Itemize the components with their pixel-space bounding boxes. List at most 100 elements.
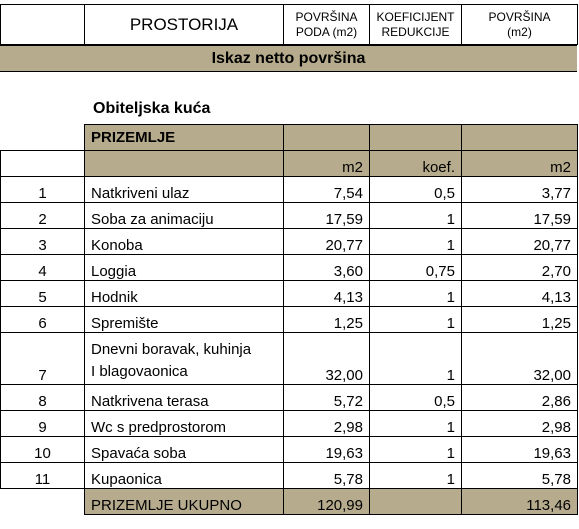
total-coef-cell — [369, 488, 462, 515]
row-name: Loggia — [84, 254, 284, 281]
row-reduced: 19,63 — [461, 436, 578, 463]
header-povrsina-poda-line2: PODA (m2) — [295, 24, 358, 39]
table-row: 3 Konoba 20,77 1 20,77 — [0, 228, 578, 255]
unit-reduced: m2 — [461, 150, 578, 177]
row-area: 20,77 — [283, 228, 370, 255]
table-row: 7 Dnevni boravak, kuhinja I blagovaonica… — [0, 332, 578, 385]
row-name: Kupaonica — [84, 462, 284, 489]
row-name: Soba za animaciju — [84, 202, 284, 229]
header-blank-cell — [0, 4, 85, 45]
row-coef: 0,75 — [369, 254, 462, 281]
row-reduced: 2,70 — [461, 254, 578, 281]
row-reduced: 2,86 — [461, 384, 578, 411]
table-row: 2 Soba za animaciju 17,59 1 17,59 — [0, 202, 578, 229]
row-name: Dnevni boravak, kuhinja I blagovaonica — [84, 332, 284, 385]
row-name-line2: I blagovaonica — [91, 363, 188, 380]
row-index: 7 — [0, 332, 85, 385]
row-coef: 1 — [369, 332, 462, 385]
header-table: PROSTORIJA POVRŠINA PODA (m2) KOEFICIJEN… — [0, 4, 578, 45]
group-label: PRIZEMLJE — [84, 124, 284, 151]
table-row: 1 Natkriveni ulaz 7,54 0,5 3,77 — [0, 176, 578, 203]
group-blank-cell — [0, 124, 85, 151]
table-row: 8 Natkrivena terasa 5,72 0,5 2,86 — [0, 384, 578, 411]
group-fill-cell — [283, 124, 370, 151]
table-row: 5 Hodnik 4,13 1 4,13 — [0, 280, 578, 307]
row-coef: 1 — [369, 202, 462, 229]
row-reduced: 1,25 — [461, 306, 578, 333]
table-row: 9 Wc s predprostorom 2,98 1 2,98 — [0, 410, 578, 437]
table-row: 4 Loggia 3,60 0,75 2,70 — [0, 254, 578, 281]
row-area: 5,78 — [283, 462, 370, 489]
row-area: 7,54 — [283, 176, 370, 203]
total-row: PRIZEMLJE UKUPNO 120,99 113,46 — [0, 488, 578, 515]
row-area: 3,60 — [283, 254, 370, 281]
row-area: 19,63 — [283, 436, 370, 463]
row-index: 6 — [0, 306, 85, 333]
row-area: 17,59 — [283, 202, 370, 229]
header-koeficijent-line2: REDUKCIJE — [381, 24, 450, 39]
row-coef: 1 — [369, 436, 462, 463]
unit-area: m2 — [283, 150, 370, 177]
row-coef: 1 — [369, 410, 462, 437]
area-table: PRIZEMLJE m2 koef. m2 1 Natkriveni ulaz … — [0, 124, 578, 515]
table-row: 6 Spremište 1,25 1 1,25 — [0, 306, 578, 333]
row-coef: 1 — [369, 280, 462, 307]
row-index: 5 — [0, 280, 85, 307]
row-coef: 0,5 — [369, 176, 462, 203]
row-reduced: 32,00 — [461, 332, 578, 385]
row-index: 4 — [0, 254, 85, 281]
header-povrsina-line1: POVRŠINA — [488, 9, 551, 24]
group-row: PRIZEMLJE — [0, 124, 578, 151]
row-area: 4,13 — [283, 280, 370, 307]
row-area: 2,98 — [283, 410, 370, 437]
header-povrsina: POVRŠINA (m2) — [461, 4, 578, 45]
row-index: 9 — [0, 410, 85, 437]
row-coef: 0,5 — [369, 384, 462, 411]
total-reduced: 113,46 — [461, 488, 578, 515]
row-index: 10 — [0, 436, 85, 463]
row-index: 1 — [0, 176, 85, 203]
row-name-line1: Dnevni boravak, kuhinja — [91, 341, 252, 358]
unit-row: m2 koef. m2 — [0, 150, 578, 177]
row-coef: 1 — [369, 306, 462, 333]
row-reduced: 17,59 — [461, 202, 578, 229]
header-povrsina-poda: POVRŠINA PODA (m2) — [283, 4, 370, 45]
table-row: 11 Kupaonica 5,78 1 5,78 — [0, 462, 578, 489]
row-coef: 1 — [369, 462, 462, 489]
band-title: Iskaz netto površina — [0, 45, 577, 72]
row-name: Hodnik — [84, 280, 284, 307]
total-area: 120,99 — [283, 488, 370, 515]
total-blank-cell — [0, 488, 85, 515]
unit-coef: koef. — [369, 150, 462, 177]
unit-name-cell — [84, 150, 284, 177]
row-index: 3 — [0, 228, 85, 255]
row-index: 8 — [0, 384, 85, 411]
header-koeficijent-line1: KOEFICIJENT — [376, 9, 455, 24]
row-name: Konoba — [84, 228, 284, 255]
header-povrsina-poda-line1: POVRŠINA — [295, 9, 358, 24]
row-name: Spremište — [84, 306, 284, 333]
row-reduced: 20,77 — [461, 228, 578, 255]
header-prostorija: PROSTORIJA — [84, 4, 284, 45]
row-reduced: 4,13 — [461, 280, 578, 307]
row-index: 2 — [0, 202, 85, 229]
row-name: Natkriveni ulaz — [84, 176, 284, 203]
header-povrsina-line2: (m2) — [507, 24, 532, 39]
row-reduced: 5,78 — [461, 462, 578, 489]
row-coef: 1 — [369, 228, 462, 255]
row-index: 11 — [0, 462, 85, 489]
table-row: 10 Spavaća soba 19,63 1 19,63 — [0, 436, 578, 463]
unit-blank-cell — [0, 150, 85, 177]
row-area: 5,72 — [283, 384, 370, 411]
row-area: 32,00 — [283, 332, 370, 385]
group-fill-cell — [461, 124, 578, 151]
row-reduced: 3,77 — [461, 176, 578, 203]
row-area: 1,25 — [283, 306, 370, 333]
row-name: Wc s predprostorom — [84, 410, 284, 437]
row-name: Natkrivena terasa — [84, 384, 284, 411]
header-koeficijent: KOEFICIJENT REDUKCIJE — [369, 4, 462, 45]
row-name: Spavaća soba — [84, 436, 284, 463]
section-title: Obiteljska kuća — [93, 100, 211, 117]
group-fill-cell — [369, 124, 462, 151]
row-reduced: 2,98 — [461, 410, 578, 437]
